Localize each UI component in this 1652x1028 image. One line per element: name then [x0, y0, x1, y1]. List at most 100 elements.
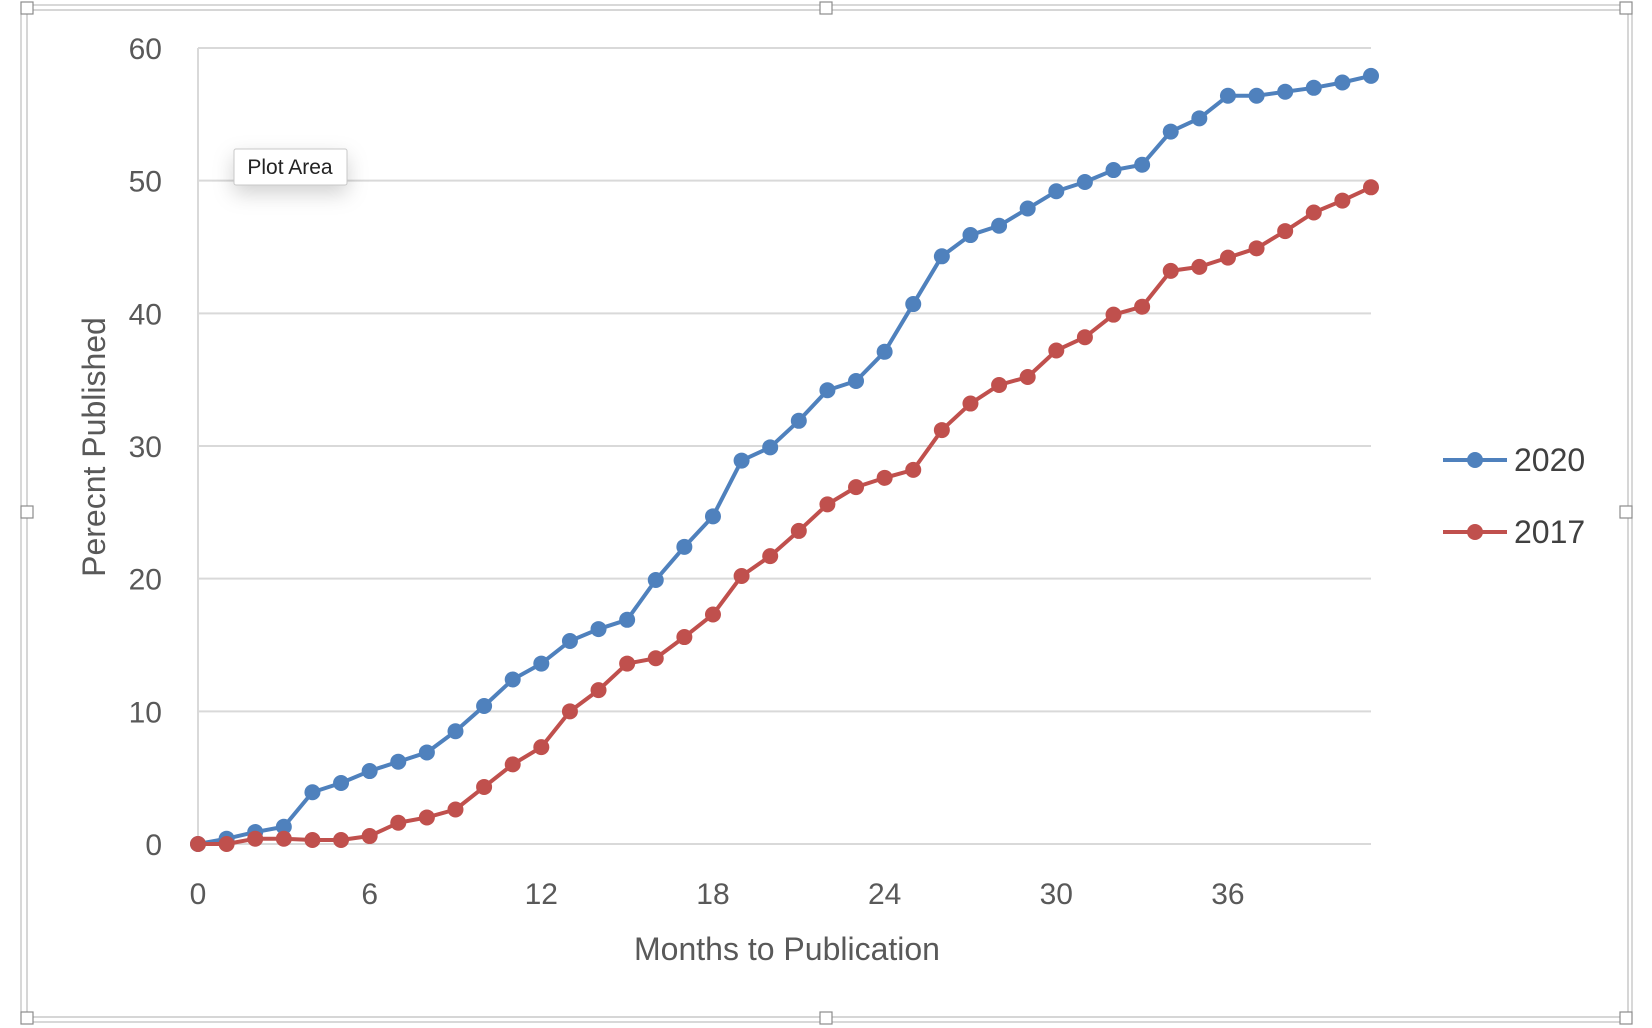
data-point-2017-24[interactable]: [876, 469, 893, 486]
data-point-2020-26[interactable]: [933, 248, 950, 265]
data-point-2020-28[interactable]: [991, 217, 1008, 234]
resize-handle-top-left[interactable]: [20, 1, 34, 15]
data-point-2017-35[interactable]: [1191, 258, 1208, 275]
data-point-2017-20[interactable]: [762, 548, 779, 565]
data-point-2020-24[interactable]: [876, 343, 893, 360]
data-point-2017-19[interactable]: [733, 568, 750, 585]
data-point-2020-31[interactable]: [1076, 173, 1093, 190]
resize-handle-middle-left[interactable]: [20, 505, 34, 519]
data-point-2017-1[interactable]: [218, 836, 235, 852]
data-point-2020-5[interactable]: [333, 774, 350, 791]
y-tick-label: 0: [145, 829, 162, 862]
data-point-2020-33[interactable]: [1134, 156, 1151, 173]
data-point-2017-40[interactable]: [1334, 192, 1351, 209]
data-point-2020-9[interactable]: [447, 723, 464, 740]
data-point-2017-12[interactable]: [533, 739, 550, 756]
data-point-2020-41[interactable]: [1363, 67, 1379, 84]
y-tick-label: 60: [129, 33, 162, 66]
data-point-2017-39[interactable]: [1305, 204, 1322, 221]
data-point-2017-11[interactable]: [504, 756, 521, 773]
resize-handle-top-center[interactable]: [819, 1, 833, 15]
data-point-2017-13[interactable]: [561, 703, 578, 720]
data-point-2020-23[interactable]: [848, 372, 865, 389]
data-point-2020-15[interactable]: [619, 611, 636, 628]
data-point-2017-14[interactable]: [590, 682, 607, 699]
data-point-2020-16[interactable]: [647, 571, 664, 588]
data-point-2017-7[interactable]: [390, 814, 407, 831]
data-point-2017-22[interactable]: [819, 496, 836, 513]
data-point-2020-3[interactable]: [275, 818, 292, 835]
series-2020[interactable]: [190, 67, 1379, 852]
data-point-2020-38[interactable]: [1277, 83, 1294, 100]
data-point-2020-4[interactable]: [304, 784, 321, 801]
series-2017[interactable]: [190, 179, 1379, 852]
data-point-2017-10[interactable]: [476, 778, 493, 795]
data-point-2020-7[interactable]: [390, 753, 407, 770]
selection-handles[interactable]: [20, 1, 1633, 1025]
resize-handle-middle-right[interactable]: [1619, 505, 1633, 519]
data-point-2020-40[interactable]: [1334, 74, 1351, 91]
data-point-2020-36[interactable]: [1219, 87, 1236, 104]
data-point-2020-20[interactable]: [762, 439, 779, 456]
data-point-2020-30[interactable]: [1048, 183, 1065, 200]
data-point-2017-16[interactable]: [647, 650, 664, 667]
data-point-2020-11[interactable]: [504, 671, 521, 688]
data-point-2017-18[interactable]: [704, 606, 721, 623]
data-point-2020-32[interactable]: [1105, 162, 1122, 179]
data-point-2017-5[interactable]: [333, 832, 350, 849]
data-point-2020-12[interactable]: [533, 655, 550, 672]
data-point-2020-17[interactable]: [676, 538, 693, 555]
data-point-2017-32[interactable]: [1105, 306, 1122, 323]
data-point-2017-29[interactable]: [1019, 369, 1036, 386]
data-point-2017-33[interactable]: [1134, 298, 1151, 315]
data-point-2017-41[interactable]: [1363, 179, 1379, 196]
legend-item-2017[interactable]: 2017: [1443, 514, 1585, 550]
data-point-2020-34[interactable]: [1162, 123, 1179, 140]
data-point-2017-34[interactable]: [1162, 262, 1179, 279]
data-point-2020-35[interactable]: [1191, 110, 1208, 127]
data-point-2017-36[interactable]: [1219, 249, 1236, 266]
data-point-2017-8[interactable]: [418, 809, 435, 826]
x-axis-title: Months to Publication: [634, 931, 940, 967]
resize-handle-bottom-right[interactable]: [1619, 1011, 1633, 1025]
data-point-2017-4[interactable]: [304, 832, 321, 849]
data-point-2020-29[interactable]: [1019, 200, 1036, 217]
data-point-2020-25[interactable]: [905, 296, 922, 313]
data-point-2017-3[interactable]: [275, 830, 292, 847]
data-point-2020-39[interactable]: [1305, 79, 1322, 96]
resize-handle-bottom-left[interactable]: [20, 1011, 34, 1025]
data-point-2017-9[interactable]: [447, 801, 464, 818]
data-point-2017-28[interactable]: [991, 376, 1008, 393]
data-point-2017-21[interactable]: [790, 522, 807, 539]
data-point-2017-25[interactable]: [905, 461, 922, 478]
data-point-2020-19[interactable]: [733, 452, 750, 469]
data-point-2017-37[interactable]: [1248, 240, 1265, 257]
data-point-2020-13[interactable]: [561, 633, 578, 650]
data-point-2017-15[interactable]: [619, 655, 636, 672]
data-point-2020-37[interactable]: [1248, 87, 1265, 104]
data-point-2020-10[interactable]: [476, 698, 493, 715]
data-point-2017-31[interactable]: [1076, 329, 1093, 346]
data-point-2017-27[interactable]: [962, 395, 979, 412]
resize-handle-bottom-center[interactable]: [819, 1011, 833, 1025]
data-point-2017-17[interactable]: [676, 629, 693, 646]
data-point-2017-38[interactable]: [1277, 223, 1294, 240]
data-point-2017-2[interactable]: [247, 830, 264, 847]
data-point-2020-14[interactable]: [590, 621, 607, 638]
data-point-2017-0[interactable]: [190, 836, 206, 852]
legend[interactable]: 2020 2017: [1443, 442, 1585, 550]
data-point-2020-21[interactable]: [790, 412, 807, 429]
data-point-2020-8[interactable]: [418, 744, 435, 761]
data-point-2017-30[interactable]: [1048, 342, 1065, 359]
data-point-2017-23[interactable]: [848, 479, 865, 496]
data-point-2017-26[interactable]: [933, 422, 950, 439]
data-point-2020-6[interactable]: [361, 763, 378, 780]
series-layer[interactable]: [190, 67, 1379, 852]
data-point-2017-6[interactable]: [361, 828, 378, 845]
legend-item-2020[interactable]: 2020: [1443, 442, 1585, 478]
resize-handle-top-right[interactable]: [1619, 1, 1633, 15]
data-point-2020-18[interactable]: [704, 508, 721, 525]
data-point-2020-22[interactable]: [819, 382, 836, 399]
data-point-2020-27[interactable]: [962, 227, 979, 244]
